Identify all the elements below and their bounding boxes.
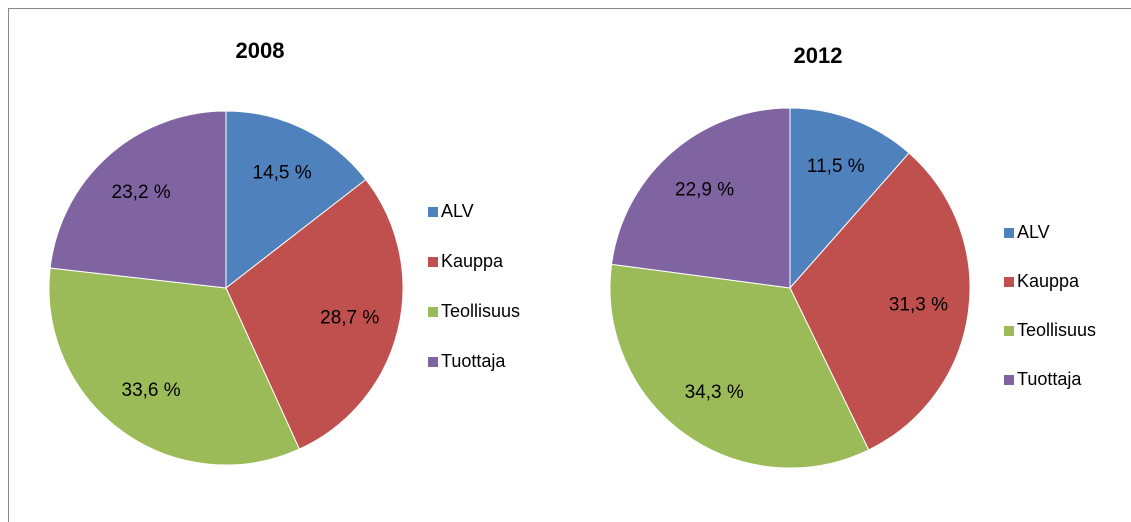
pie-slice [48,267,301,466]
legend-swatch [428,307,438,317]
legend-swatch [428,207,438,217]
legend-label: Kauppa [1017,271,1080,291]
data-label: 34,3 % [685,382,744,403]
pie-slice [49,110,227,289]
legend-label: Kauppa [441,251,504,271]
data-label: 14,5 % [252,163,311,184]
legend-label: Tuottaja [1017,369,1082,389]
chart-title: 2008 [236,38,285,63]
pie-slice [789,152,971,451]
data-label: 22,9 % [675,180,734,201]
data-label: 23,2 % [112,182,171,203]
pie-slice [789,107,910,290]
legend-label: ALV [1017,222,1050,242]
legend-swatch [428,257,438,267]
legend-swatch [1004,277,1014,287]
legend-swatch [1004,375,1014,385]
pie-slice [225,110,367,290]
data-label: 11,5 % [807,156,865,177]
legend-swatch [1004,228,1014,238]
pie-slice [225,178,404,450]
data-label: 28,7 % [320,308,379,329]
pie-slice [611,107,791,289]
legend-swatch [1004,326,1014,336]
data-label: 33,6 % [122,380,181,401]
legend-label: Teollisuus [1017,320,1096,340]
legend-label: ALV [441,201,474,221]
pie-slice [609,263,870,469]
legend-swatch [428,357,438,367]
chart-title: 2012 [794,43,843,68]
data-label: 31,3 % [889,294,948,315]
legend-label: Teollisuus [441,301,520,321]
legend-label: Tuottaja [441,351,506,371]
